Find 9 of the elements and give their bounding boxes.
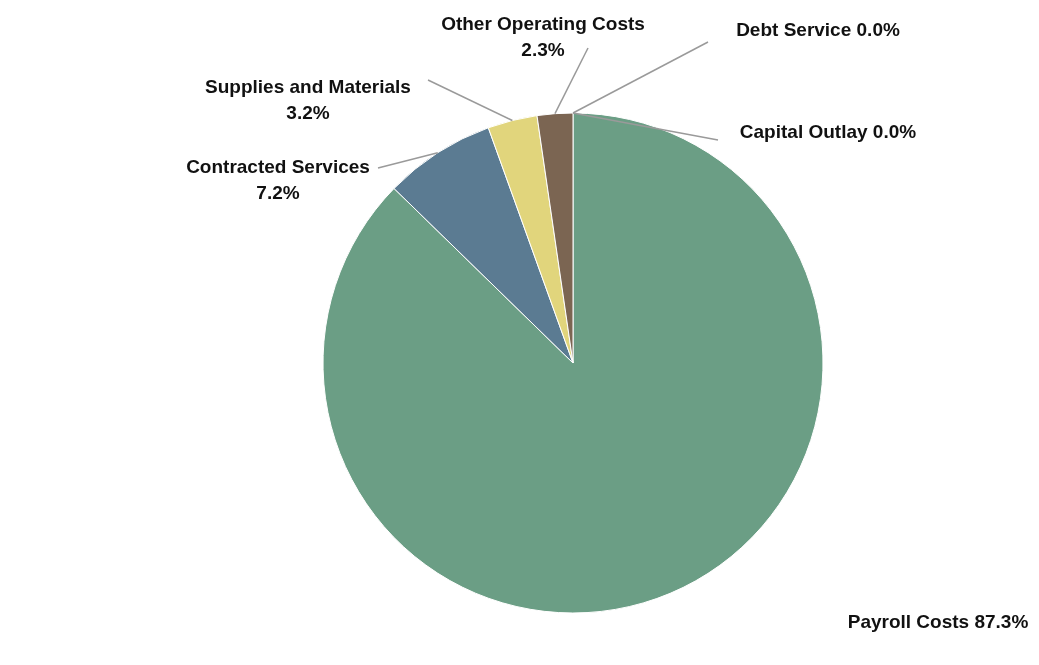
data-label: 3.2%	[286, 102, 330, 123]
category-label: Capital Outlay 0.0%	[739, 121, 917, 142]
slice-label: Other Operating Costs	[441, 13, 645, 34]
data-label: 2.3%	[521, 39, 565, 60]
slice-label: Payroll Costs 87.3%	[847, 611, 1029, 632]
category-label: Debt Service 0.0%	[736, 19, 900, 40]
slice-label: Supplies and Materials	[205, 76, 411, 97]
data-label: 7.2%	[256, 182, 300, 203]
slice-label: Contracted Services	[186, 156, 370, 177]
